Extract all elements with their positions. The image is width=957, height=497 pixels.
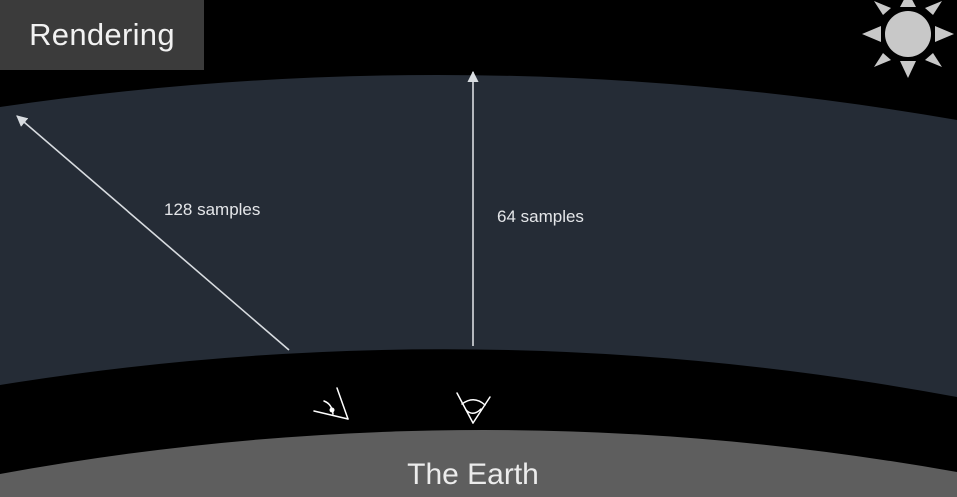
- earth-label: The Earth: [407, 458, 539, 491]
- ray-slanted-label: 128 samples: [164, 200, 261, 219]
- atmosphere-layer: [0, 74, 957, 397]
- title-box: Rendering: [0, 0, 204, 70]
- ray-vertical-label: 64 samples: [497, 207, 584, 226]
- sun-icon: [862, 0, 954, 78]
- eye-up-icon: [456, 392, 491, 424]
- ray-slanted-arrow: [16, 115, 290, 351]
- earth-surface: [0, 429, 957, 497]
- eye-angled-icon: [313, 387, 349, 420]
- page-title: Rendering: [29, 17, 175, 52]
